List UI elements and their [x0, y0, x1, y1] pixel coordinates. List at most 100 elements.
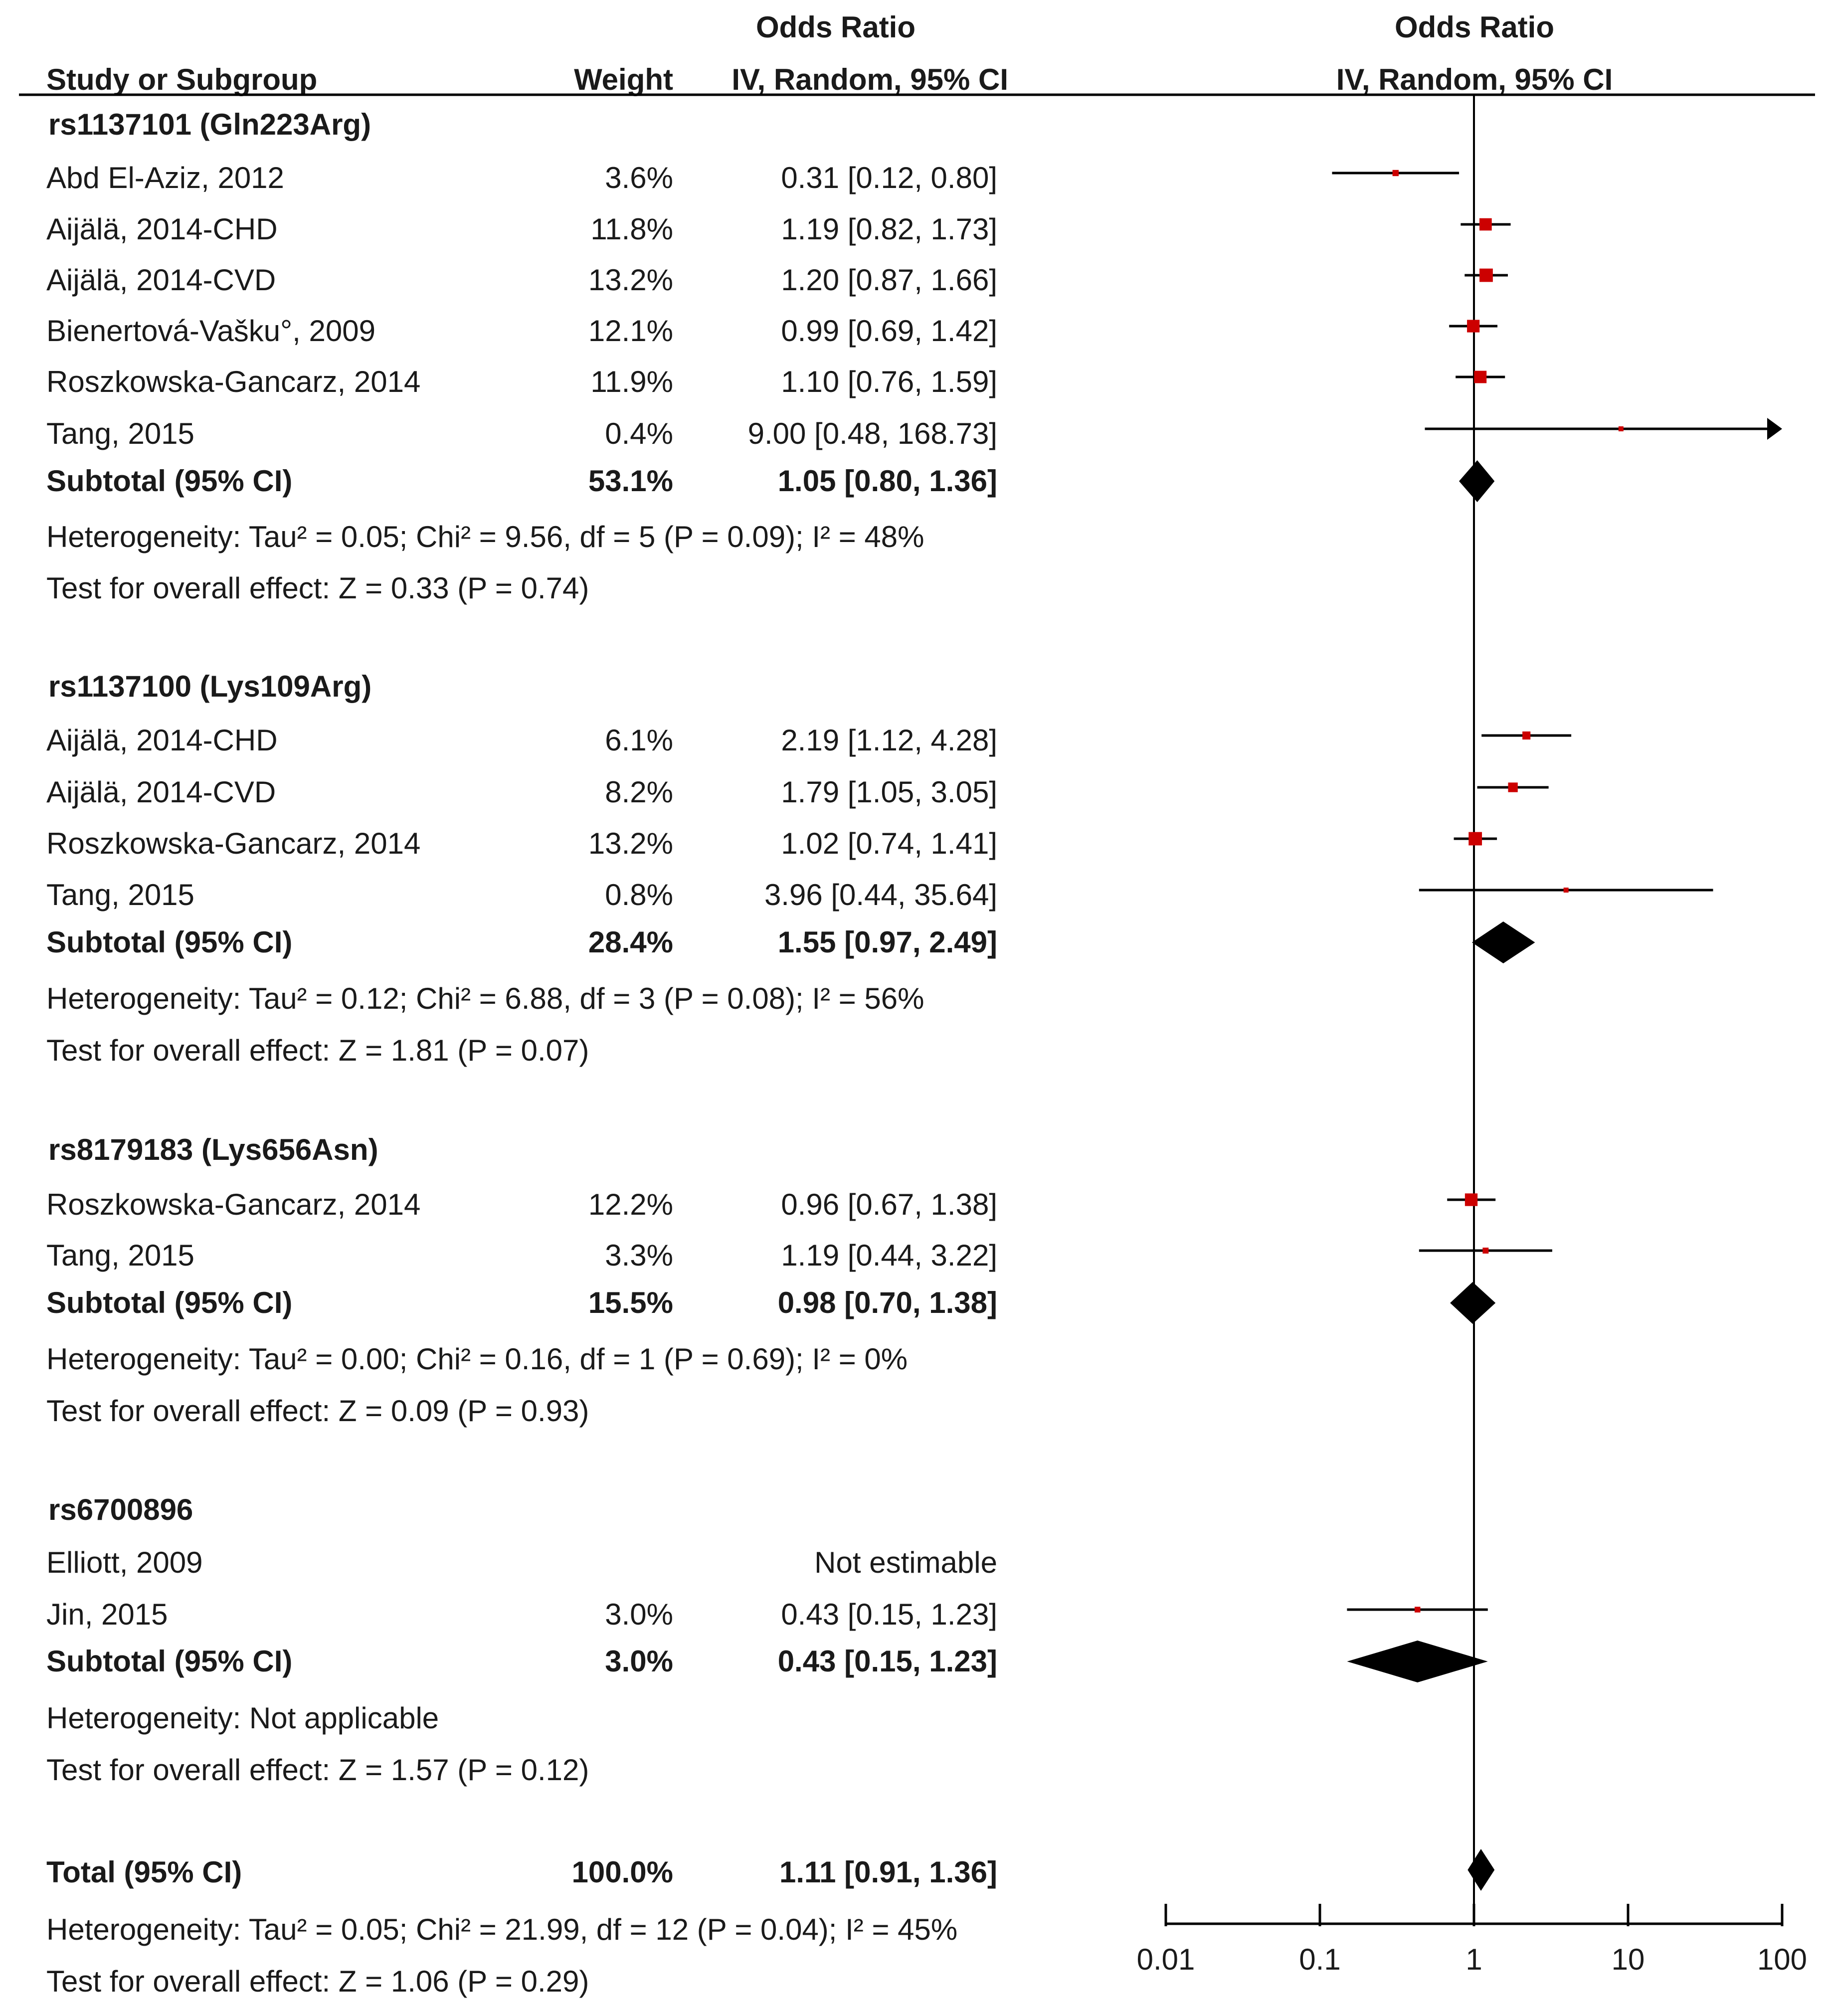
total-ci-text: 1.11 [0.91, 1.36]: [779, 1855, 997, 1889]
study-ci-text: 0.96 [0.67, 1.38]: [781, 1188, 997, 1221]
study-name: Aijälä, 2014-CHD: [46, 212, 278, 246]
total-diamond: [1467, 1849, 1495, 1891]
study-ci-text: 3.96 [0.44, 35.64]: [764, 878, 997, 912]
overall-effect-test: Test for overall effect: Z = 1.81 (P = 0…: [46, 1034, 589, 1067]
subtotal-weight: 3.0%: [605, 1645, 673, 1678]
overall-effect-test: Test for overall effect: Z = 0.09 (P = 0…: [46, 1394, 589, 1428]
study-weight: 0.4%: [605, 417, 673, 450]
study-ci-text: 1.19 [0.44, 3.22]: [781, 1239, 997, 1272]
study-marker: [1522, 731, 1531, 740]
subtotal-diamond: [1347, 1641, 1488, 1682]
study-column-header: Study or Subgroup: [46, 63, 317, 96]
subtotal-label: Subtotal (95% CI): [46, 1645, 292, 1678]
subtotal-diamond: [1459, 460, 1495, 502]
study-weight: 11.8%: [590, 212, 673, 246]
study-ci-text: 1.02 [0.74, 1.41]: [781, 827, 997, 860]
study-ci-text: 9.00 [0.48, 168.73]: [748, 417, 997, 450]
study-marker: [1414, 1607, 1421, 1613]
x-axis-tick-label: 0.01: [1137, 1943, 1195, 1976]
study-ci-text: 0.99 [0.69, 1.42]: [781, 314, 997, 348]
study-weight: 12.2%: [588, 1188, 673, 1221]
subgroup-title: rs1137100 (Lys109Arg): [48, 670, 371, 703]
subtotal-weight: 15.5%: [588, 1286, 673, 1319]
x-axis-tick-label: 1: [1465, 1943, 1482, 1976]
subtotal-ci-text: 0.43 [0.15, 1.23]: [778, 1645, 997, 1678]
study-weight: 12.1%: [588, 314, 673, 348]
ci-arrow: [1767, 418, 1782, 440]
study-weight: 3.6%: [605, 161, 673, 194]
heterogeneity-stats: Heterogeneity: Not applicable: [46, 1701, 439, 1735]
ci-column-subheader: IV, Random, 95% CI: [731, 63, 1008, 96]
study-ci-text: 1.10 [0.76, 1.59]: [781, 365, 997, 398]
total-label: Total (95% CI): [46, 1855, 242, 1889]
overall-effect-test: Test for overall effect: Z = 1.57 (P = 0…: [46, 1753, 589, 1787]
study-marker: [1468, 832, 1482, 846]
heterogeneity-stats: Heterogeneity: Tau² = 0.00; Chi² = 0.16,…: [46, 1342, 908, 1376]
study-name: Bienertová-Vašku°, 2009: [46, 314, 375, 348]
study-ci-text: Not estimable: [814, 1546, 997, 1579]
study-ci-text: 1.19 [0.82, 1.73]: [781, 212, 997, 246]
study-ci-text: 0.31 [0.12, 0.80]: [781, 161, 997, 194]
study-marker: [1474, 370, 1487, 383]
study-marker: [1482, 1248, 1489, 1254]
plot-subheader: IV, Random, 95% CI: [1336, 63, 1613, 96]
subtotal-ci-text: 1.55 [0.97, 2.49]: [778, 925, 997, 959]
heterogeneity-stats: Heterogeneity: Tau² = 0.05; Chi² = 9.56,…: [46, 520, 924, 553]
study-name: Abd El-Aziz, 2012: [46, 161, 284, 194]
subgroup-title: rs6700896: [48, 1493, 193, 1526]
subtotal-diamond: [1450, 1282, 1496, 1324]
study-name: Roszkowska-Gancarz, 2014: [46, 365, 420, 398]
study-weight: 13.2%: [588, 827, 673, 860]
study-marker: [1464, 1193, 1478, 1206]
heterogeneity-stats: Heterogeneity: Tau² = 0.12; Chi² = 6.88,…: [46, 982, 924, 1015]
study-name: Aijälä, 2014-CVD: [46, 775, 276, 809]
ci-column-title: Odds Ratio: [756, 10, 915, 44]
x-axis-tick-label: 0.1: [1299, 1943, 1340, 1976]
subtotal-weight: 53.1%: [588, 464, 673, 498]
subtotal-ci-text: 1.05 [0.80, 1.36]: [778, 464, 997, 498]
total-heterogeneity: Heterogeneity: Tau² = 0.05; Chi² = 21.99…: [46, 1913, 957, 1946]
study-marker: [1479, 218, 1492, 231]
study-ci-text: 0.43 [0.15, 1.23]: [781, 1598, 997, 1631]
subgroup-title: rs1137101 (Gln223Arg): [48, 108, 371, 141]
study-marker: [1508, 782, 1518, 792]
study-ci-text: 2.19 [1.12, 4.28]: [781, 724, 997, 757]
study-ci-text: 1.79 [1.05, 3.05]: [781, 775, 997, 809]
subtotal-label: Subtotal (95% CI): [46, 464, 292, 498]
subtotal-weight: 28.4%: [588, 925, 673, 959]
study-marker: [1479, 268, 1493, 282]
subtotal-ci-text: 0.98 [0.70, 1.38]: [778, 1286, 997, 1319]
study-name: Tang, 2015: [46, 1239, 194, 1272]
subgroup-title: rs8179183 (Lys656Asn): [48, 1133, 378, 1166]
total-overall-effect: Test for overall effect: Z = 1.06 (P = 0…: [46, 1965, 589, 1998]
weight-column-header: Weight: [574, 63, 673, 96]
study-weight: 11.9%: [590, 365, 673, 398]
study-weight: 0.8%: [605, 878, 673, 912]
study-name: Tang, 2015: [46, 878, 194, 912]
study-weight: 8.2%: [605, 775, 673, 809]
study-name: Aijälä, 2014-CVD: [46, 263, 276, 297]
study-name: Roszkowska-Gancarz, 2014: [46, 827, 420, 860]
study-marker: [1618, 426, 1624, 431]
study-marker: [1467, 320, 1480, 333]
study-ci-text: 1.20 [0.87, 1.66]: [781, 263, 997, 297]
study-weight: 13.2%: [588, 263, 673, 297]
subtotal-label: Subtotal (95% CI): [46, 1286, 292, 1319]
total-weight: 100.0%: [572, 1855, 674, 1889]
study-weight: 3.0%: [605, 1598, 673, 1631]
x-axis-tick-label: 10: [1612, 1943, 1645, 1976]
study-marker: [1563, 888, 1569, 893]
study-name: Roszkowska-Gancarz, 2014: [46, 1188, 420, 1221]
study-weight: 3.3%: [605, 1239, 673, 1272]
subtotal-diamond: [1471, 921, 1535, 963]
x-axis-tick-label: 100: [1757, 1943, 1807, 1976]
study-name: Elliott, 2009: [46, 1546, 203, 1579]
study-weight: 6.1%: [605, 724, 673, 757]
study-name: Tang, 2015: [46, 417, 194, 450]
overall-effect-test: Test for overall effect: Z = 0.33 (P = 0…: [46, 571, 589, 605]
plot-title: Odds Ratio: [1395, 10, 1554, 44]
subtotal-label: Subtotal (95% CI): [46, 925, 292, 959]
study-name: Jin, 2015: [46, 1598, 168, 1631]
study-name: Aijälä, 2014-CHD: [46, 724, 278, 757]
